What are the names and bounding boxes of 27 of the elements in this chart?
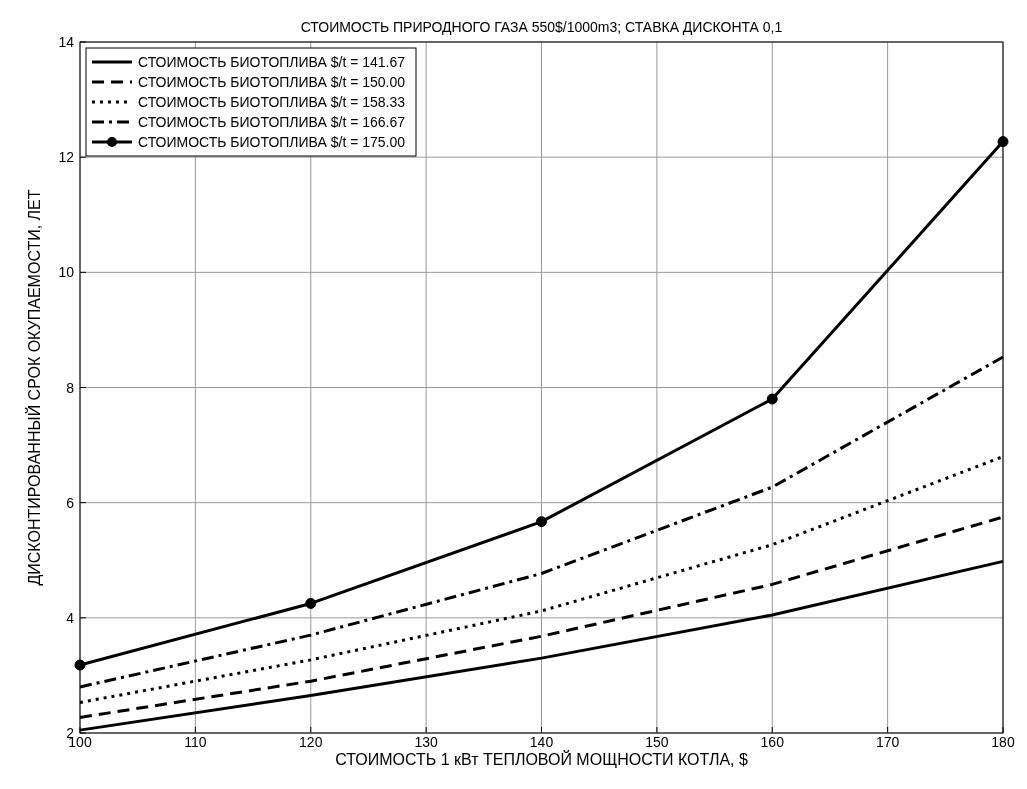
y-tick-label: 8 — [66, 379, 75, 396]
point — [305, 597, 317, 609]
legend-label: СТОИМОСТЬ БИОТОПЛИВА $/t = 150.00 — [138, 74, 406, 90]
chart-title: СТОИМОСТЬ ПРИРОДНОГО ГАЗА 550$/1000m3; СТАВКА ДИСКОНТА 0,1 — [300, 19, 783, 35]
y-axis-title: ДИСКОНТИРОВАННЫЙ СРОК ОКУПАЕМОСТИ, ЛЕТ — [25, 189, 43, 586]
x-tick-label: 130 — [414, 734, 439, 750]
y-tick-label: 12 — [58, 149, 75, 166]
point — [766, 393, 778, 405]
x-tick-label: 120 — [299, 734, 323, 750]
legend-label: СТОИМОСТЬ БИОТОПЛИВА $/t = 141.67 — [138, 54, 406, 70]
x-tick-label: 180 — [991, 734, 1015, 750]
y-tick-label: 14 — [58, 34, 75, 50]
x-tick-label: 160 — [760, 734, 785, 750]
point — [536, 516, 547, 528]
y-tick-label: 6 — [66, 494, 75, 511]
legend-label: СТОИМОСТЬ БИОТОПЛИВА $/t = 175.00 — [138, 134, 406, 150]
point — [74, 659, 86, 671]
x-tick-label: 170 — [875, 734, 900, 750]
point — [997, 136, 1009, 148]
legend-label: СТОИМОСТЬ БИОТОПЛИВА $/t = 158.33 — [138, 94, 406, 110]
x-axis-title: СТОИМОСТЬ 1 кВт ТЕПЛОВОЙ МОЩНОСТИ КОТЛА, $ — [335, 750, 748, 768]
x-tick-label: 150 — [645, 734, 669, 750]
y-tick-label: 4 — [66, 609, 75, 626]
y-tick-label: 10 — [58, 264, 75, 281]
x-tick-label: 110 — [184, 734, 207, 750]
x-tick-label: 140 — [529, 734, 554, 750]
legend-label: СТОИМОСТЬ БИОТОПЛИВА $/t = 166.67 — [138, 114, 406, 130]
